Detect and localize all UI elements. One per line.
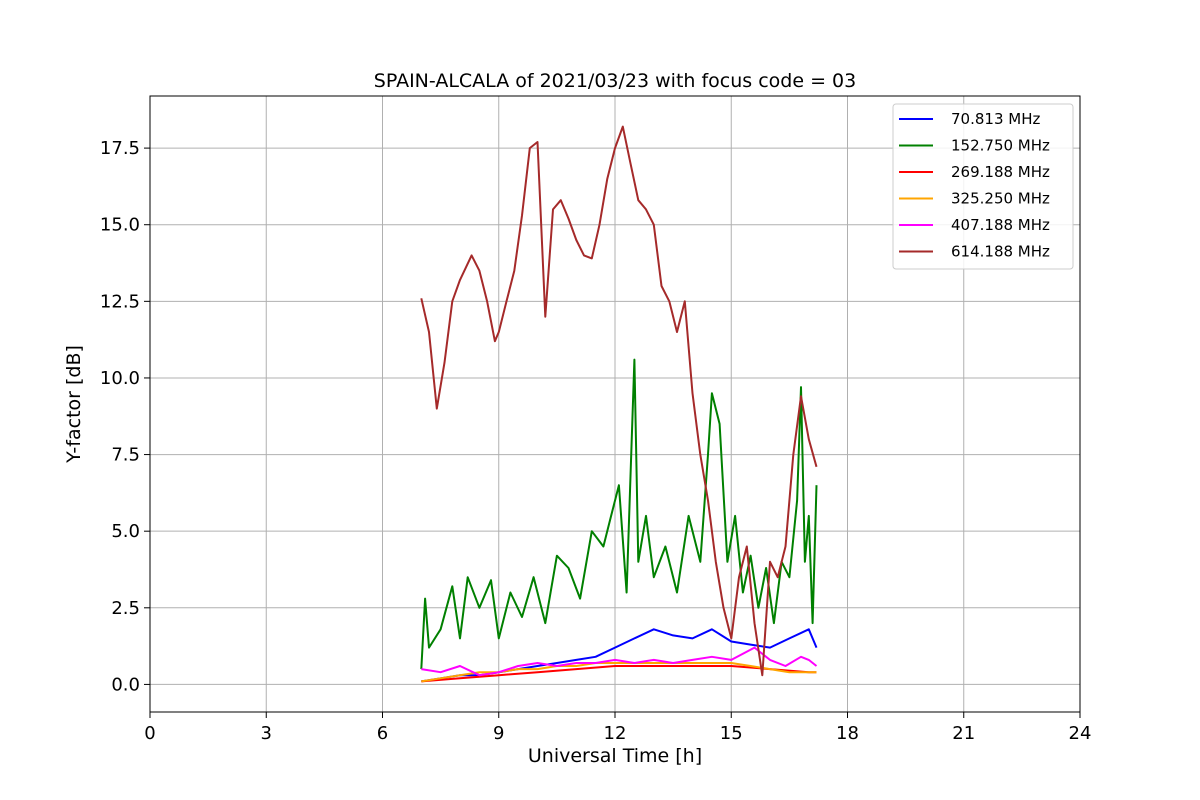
y-axis-label: Y-factor [dB] bbox=[63, 345, 85, 464]
legend-label: 152.750 MHz bbox=[951, 137, 1050, 155]
legend-label: 70.813 MHz bbox=[951, 110, 1040, 128]
series-line-6 bbox=[420, 125, 818, 677]
x-tick-label: 15 bbox=[720, 723, 743, 744]
y-tick-label: 2.5 bbox=[111, 598, 140, 619]
x-tick-label: 18 bbox=[836, 723, 859, 744]
series-line-3 bbox=[421, 665, 817, 683]
x-tick-label: 9 bbox=[493, 723, 504, 744]
y-tick-label: 15.0 bbox=[100, 215, 140, 236]
x-axis-label: Universal Time [h] bbox=[528, 745, 702, 767]
chart-title: SPAIN-ALCALA of 2021/03/23 with focus co… bbox=[374, 70, 856, 92]
legend-label: 614.188 MHz bbox=[951, 243, 1050, 261]
x-tick-label: 24 bbox=[1069, 723, 1092, 744]
x-tick-label: 12 bbox=[604, 723, 627, 744]
x-tick-label: 3 bbox=[261, 723, 272, 744]
legend-label: 269.188 MHz bbox=[951, 163, 1050, 181]
series-layer bbox=[420, 125, 818, 683]
x-tick-label: 0 bbox=[144, 723, 155, 744]
series-line-5 bbox=[421, 646, 818, 677]
y-tick-label: 0.0 bbox=[111, 674, 140, 695]
y-tick-label: 5.0 bbox=[111, 521, 140, 542]
x-tick-label: 6 bbox=[377, 723, 388, 744]
x-tick-label: 21 bbox=[952, 723, 975, 744]
y-tick-label: 10.0 bbox=[100, 368, 140, 389]
y-axis: 0.0 2.5 5.0 7.5 10.0 12.5 15.0 17.5 bbox=[100, 138, 150, 695]
legend: 70.813 MHz 152.750 MHz 269.188 MHz 325.250 … bbox=[892, 103, 1074, 270]
y-tick-label: 17.5 bbox=[100, 138, 140, 159]
y-tick-label: 12.5 bbox=[100, 291, 140, 312]
legend-label: 325.250 MHz bbox=[951, 190, 1050, 208]
legend-label: 407.188 MHz bbox=[951, 216, 1050, 234]
legend-box bbox=[892, 103, 1074, 270]
series-line-2 bbox=[420, 358, 818, 670]
y-tick-label: 7.5 bbox=[111, 445, 140, 466]
x-axis: 0 3 6 9 12 15 18 21 24 bbox=[144, 712, 1091, 744]
